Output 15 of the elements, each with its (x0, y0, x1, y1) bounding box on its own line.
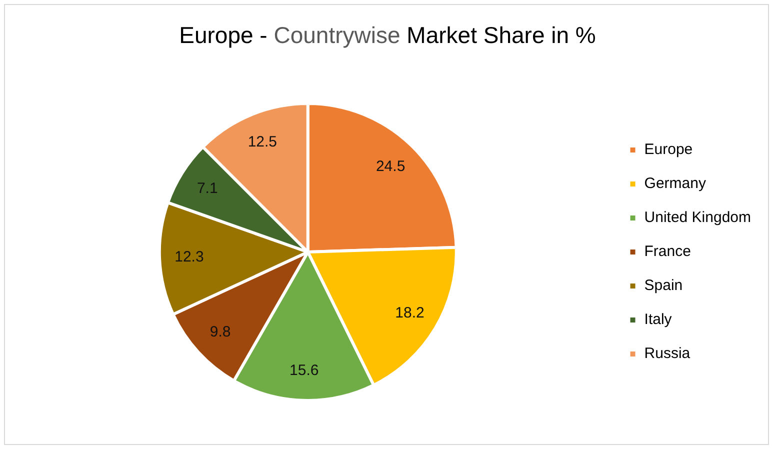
data-label: 15.6 (290, 362, 319, 379)
chart-title: Europe - Countrywise Market Share in % (179, 22, 596, 48)
legend-label: France (644, 243, 691, 260)
legend-label: Germany (644, 175, 706, 192)
data-label: 9.8 (210, 323, 231, 340)
data-label: 24.5 (376, 158, 406, 175)
data-label: 18.2 (395, 304, 424, 322)
legend-label: Spain (644, 277, 683, 294)
legend-label: Italy (644, 311, 672, 328)
legend-label: United Kingdom (644, 209, 752, 226)
data-label: 12.3 (174, 248, 204, 266)
legend-label: Europe (644, 141, 693, 158)
data-label: 12.5 (248, 133, 278, 150)
data-label: 7.1 (196, 180, 218, 197)
legend-label: Russia (644, 345, 691, 362)
